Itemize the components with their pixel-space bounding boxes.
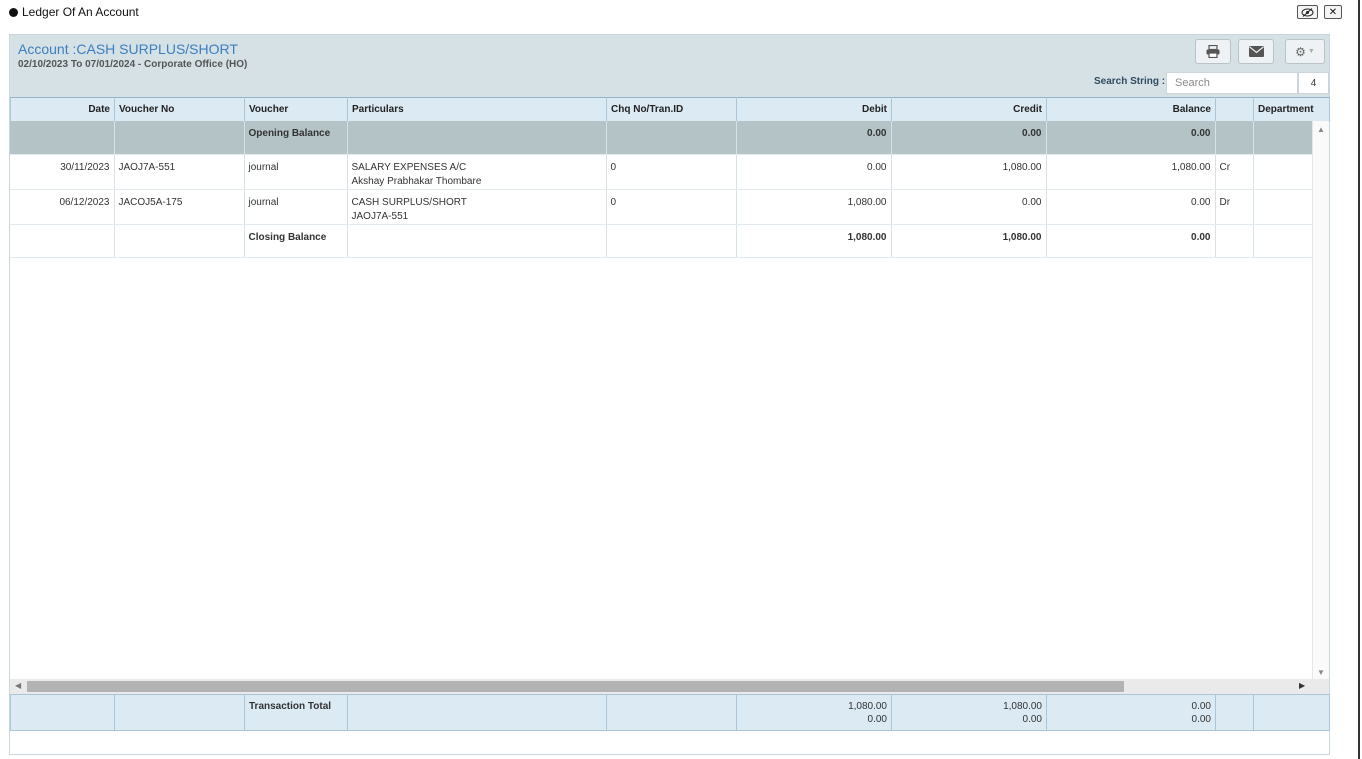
opening-credit: 0.00 [891, 121, 1047, 155]
col-crdr[interactable] [1215, 97, 1254, 122]
opening-balance: 0.00 [1046, 121, 1216, 155]
print-icon [1206, 45, 1220, 58]
table-row[interactable]: 06/12/2023 JACOJ5A-175 journal CASH SURP… [10, 189, 1312, 225]
closing-debit: 1,080.00 [736, 224, 892, 258]
total-credit-1: 1,080.00 [1003, 701, 1042, 712]
print-button[interactable] [1195, 39, 1231, 64]
search-result-count: 4 [1298, 72, 1329, 94]
total-credit-2: 0.00 [1022, 714, 1042, 725]
row-date: 06/12/2023 [10, 189, 115, 225]
table-row[interactable]: 30/11/2023 JAOJ7A-551 journal SALARY EXP… [10, 154, 1312, 190]
table-footer: Transaction Total 1,080.00 0.00 1,080.00 0… [10, 694, 1330, 731]
close-icon: ✕ [1328, 6, 1338, 18]
row-voucher: journal [244, 154, 348, 190]
row-date: 30/11/2023 [10, 154, 115, 190]
col-chq-no[interactable]: Chq No/Tran.ID [606, 97, 737, 122]
closing-label: Closing Balance [244, 224, 348, 258]
row-crdr: Dr [1215, 189, 1254, 225]
row-particulars: SALARY EXPENSES A/C Akshay Prabhakar Thom… [347, 154, 607, 190]
horizontal-scroll-thumb[interactable] [27, 681, 1124, 692]
ledger-panel: Account :CASH SURPLUS/SHORT 02/10/2023 T… [9, 34, 1330, 755]
window-edge [1358, 0, 1360, 759]
col-voucher-no[interactable]: Voucher No [114, 97, 245, 122]
scroll-down-arrow-icon[interactable]: ▼ [1317, 668, 1325, 677]
row-balance: 1,080.00 [1046, 154, 1216, 190]
col-voucher[interactable]: Voucher [244, 97, 348, 122]
particulars-line-1: CASH SURPLUS/SHORT [351, 196, 467, 208]
row-particulars: CASH SURPLUS/SHORT JAOJ7A-551 [347, 189, 607, 225]
row-voucher-no-link[interactable]: JACOJ5A-175 [114, 189, 245, 225]
closing-balance: 0.00 [1046, 224, 1216, 258]
col-balance[interactable]: Balance [1046, 97, 1216, 122]
row-chq: 0 [606, 189, 737, 225]
total-balance-2: 0.00 [1191, 714, 1211, 725]
row-debit: 0.00 [736, 154, 892, 190]
table-header: Date Voucher No Voucher Particulars Chq … [10, 97, 1330, 122]
table-body-viewport: Opening Balance 0.00 0.00 0.00 30/11/202… [10, 121, 1312, 679]
row-voucher: journal [244, 189, 348, 225]
horizontal-scrollbar[interactable]: ◀ ▶ [10, 679, 1329, 694]
closing-balance-row[interactable]: Closing Balance 1,080.00 1,080.00 0.00 [10, 224, 1312, 258]
opening-label: Opening Balance [244, 121, 348, 155]
close-button[interactable]: ✕ [1324, 5, 1342, 19]
gear-icon: ⚙ [1295, 44, 1306, 59]
bullet-icon [9, 7, 18, 17]
email-button[interactable] [1238, 39, 1274, 64]
vertical-scrollbar[interactable]: ▲ ▼ [1312, 121, 1329, 679]
row-credit: 0.00 [891, 189, 1047, 225]
scroll-right-arrow-icon[interactable]: ▶ [1299, 681, 1306, 690]
opening-debit: 0.00 [736, 121, 892, 155]
eye-slash-icon[interactable] [1297, 5, 1318, 19]
window-title: Ledger Of An Account [9, 5, 139, 19]
search-label: Search String : [1094, 76, 1166, 87]
col-debit[interactable]: Debit [736, 97, 892, 122]
row-department [1253, 189, 1312, 225]
particulars-line-2: Akshay Prabhakar Thombare [351, 175, 482, 187]
col-department[interactable]: Department [1253, 97, 1330, 122]
col-date[interactable]: Date [10, 97, 115, 122]
row-credit: 1,080.00 [891, 154, 1047, 190]
particulars-line-2: JAOJ7A-551 [351, 210, 409, 222]
period-subtitle: 02/10/2023 To 07/01/2024 - Corporate Off… [18, 59, 248, 70]
row-crdr: Cr [1215, 154, 1254, 190]
scroll-up-arrow-icon[interactable]: ▲ [1317, 125, 1325, 134]
caret-down-icon: ▼ [1307, 48, 1315, 55]
account-title: Account :CASH SURPLUS/SHORT [18, 41, 238, 57]
closing-credit: 1,080.00 [891, 224, 1047, 258]
total-balance: 0.00 0.00 [1046, 694, 1216, 731]
settings-dropdown-button[interactable]: ⚙ ▼ [1285, 39, 1325, 64]
total-balance-1: 0.00 [1191, 701, 1211, 712]
row-department [1253, 154, 1312, 190]
total-credit: 1,080.00 0.00 [891, 694, 1047, 731]
row-voucher-no-link[interactable]: JAOJ7A-551 [114, 154, 245, 190]
particulars-line-1: SALARY EXPENSES A/C [351, 161, 467, 173]
row-debit: 1,080.00 [736, 189, 892, 225]
opening-balance-row[interactable]: Opening Balance 0.00 0.00 0.00 [10, 121, 1312, 155]
total-debit-2: 0.00 [867, 714, 887, 725]
col-credit[interactable]: Credit [891, 97, 1047, 122]
table-body: Opening Balance 0.00 0.00 0.00 30/11/202… [10, 121, 1312, 258]
panel-header: Account :CASH SURPLUS/SHORT 02/10/2023 T… [10, 35, 1329, 97]
total-label: Transaction Total [244, 694, 348, 731]
search-input[interactable] [1166, 72, 1298, 94]
total-debit-1: 1,080.00 [848, 701, 887, 712]
total-debit: 1,080.00 0.00 [736, 694, 892, 731]
row-balance: 0.00 [1046, 189, 1216, 225]
col-particulars[interactable]: Particulars [347, 97, 607, 122]
scroll-left-arrow-icon[interactable]: ◀ [15, 681, 22, 690]
window-title-text: Ledger Of An Account [22, 5, 139, 19]
transaction-total-row: Transaction Total 1,080.00 0.00 1,080.00 0… [10, 694, 1330, 731]
row-chq: 0 [606, 154, 737, 190]
envelope-icon [1248, 46, 1264, 57]
